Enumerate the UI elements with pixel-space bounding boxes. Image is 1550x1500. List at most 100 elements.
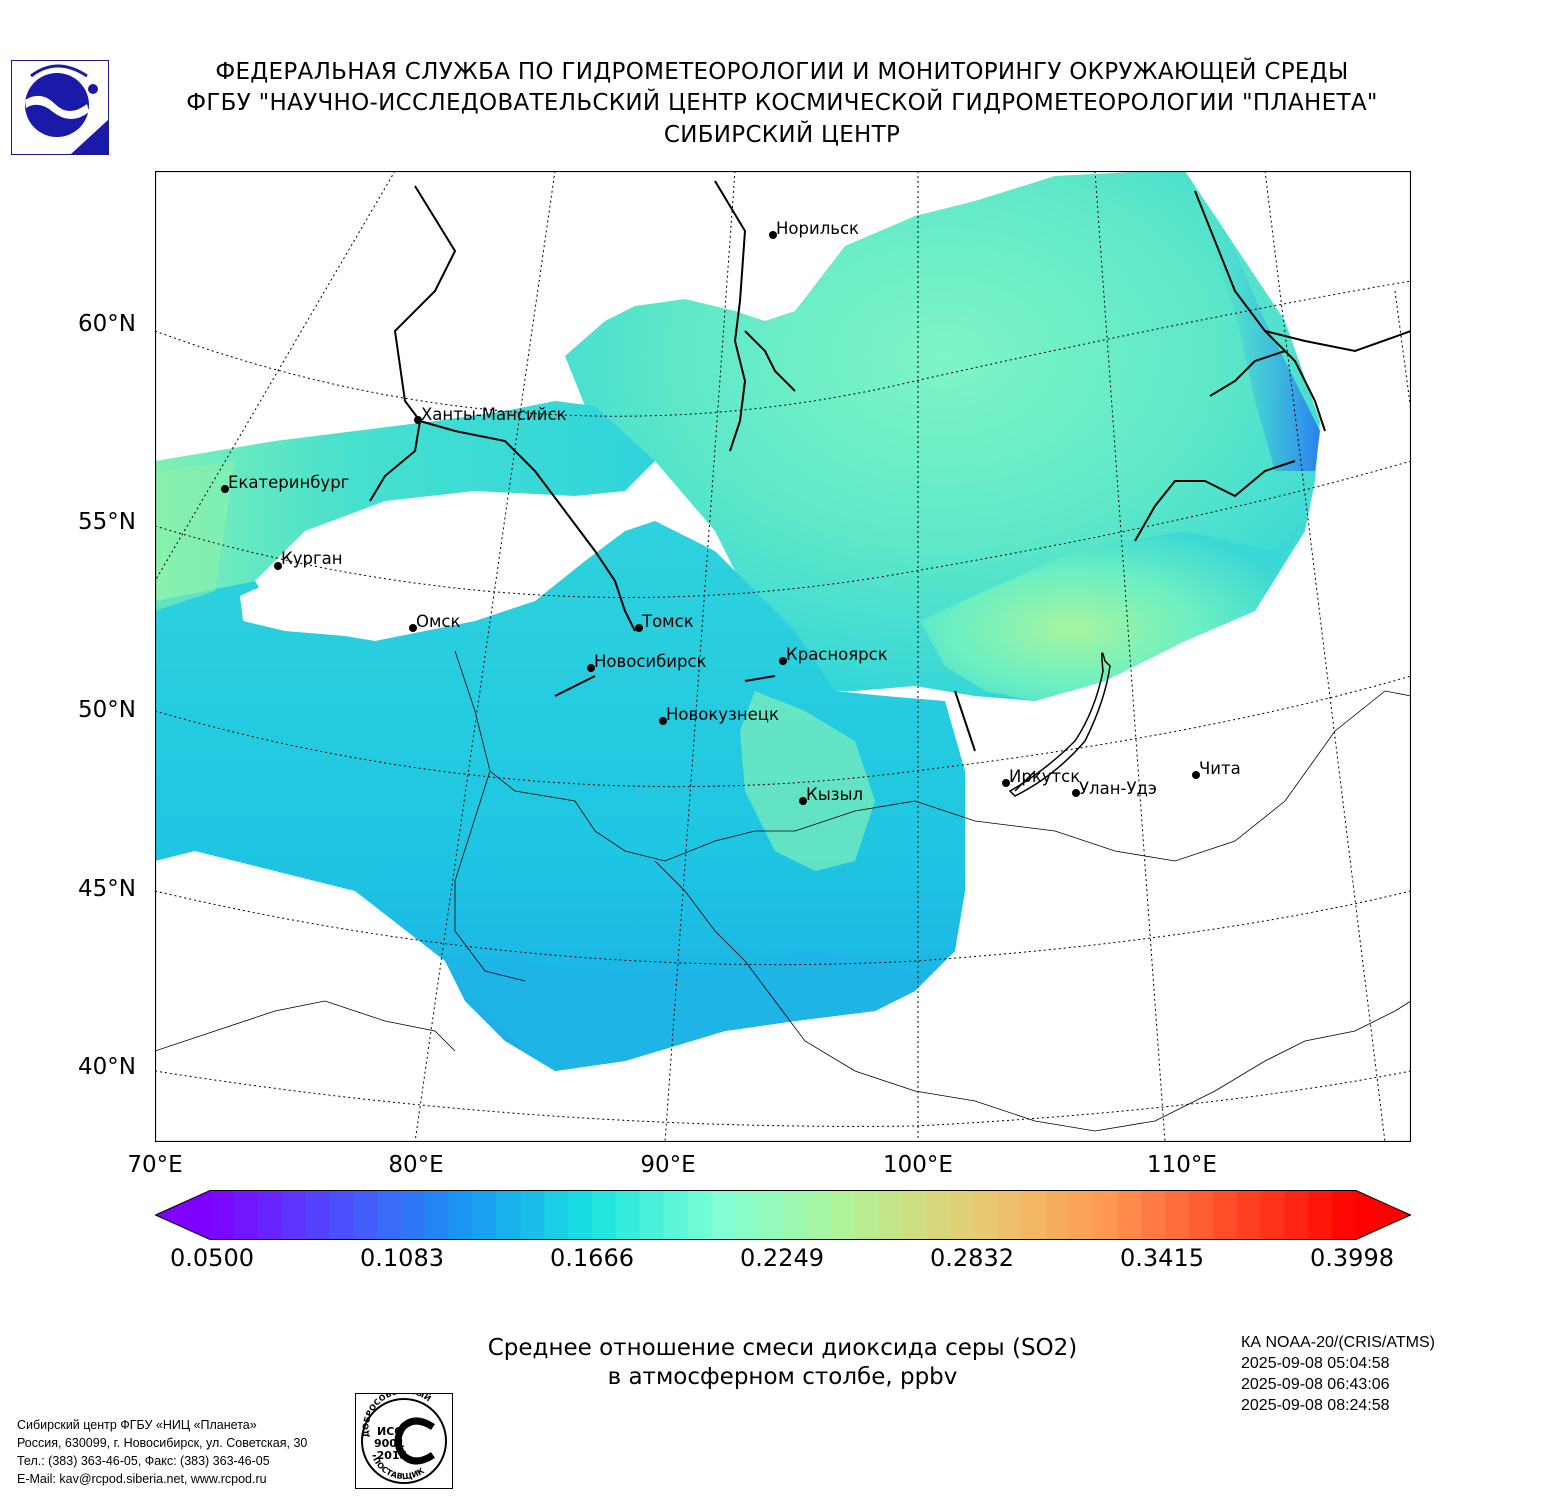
colorbar-tick-2: 0.1666: [550, 1244, 634, 1272]
colorbar-cell: [759, 1190, 784, 1240]
map-frame: [154, 170, 1412, 1143]
colorbar-cell: [544, 1190, 569, 1240]
colorbar-cell: [1069, 1190, 1094, 1240]
city-krasnoyarsk: Красноярск: [779, 645, 888, 665]
colorbar-cell: [1045, 1190, 1071, 1240]
colorbar-cell: [1188, 1190, 1214, 1240]
lon-label-110: 110°E: [1147, 1152, 1217, 1178]
city-chita: Чита: [1192, 759, 1241, 779]
colorbar-cell: [1332, 1190, 1357, 1240]
caption-line2: в атмосферном столбе, ppbv: [607, 1364, 958, 1390]
colorbar-cell: [329, 1190, 354, 1240]
satellite-time-1: 2025-09-08 05:04:58: [1241, 1355, 1390, 1372]
colorbar-cell: [902, 1190, 927, 1240]
colorbar-cell: [520, 1190, 545, 1240]
colorbar-tick-5: 0.3415: [1120, 1244, 1204, 1272]
lat-label-40: 40°N: [78, 1054, 136, 1080]
map-canvas: Норильск Ханты-Мансийск Екатеринбург Кур…: [154, 170, 1412, 1143]
colorbar-cell: [974, 1190, 999, 1240]
colorbar-cell: [401, 1190, 426, 1240]
lat-label-55: 55°N: [78, 509, 136, 535]
colorbar-cell: [1236, 1190, 1262, 1240]
colorbar-cell: [735, 1190, 760, 1240]
colorbar-cell: [257, 1190, 283, 1240]
colorbar-tick-6: 0.3998: [1310, 1244, 1394, 1272]
colorbar-cell: [1260, 1190, 1285, 1240]
colorbar-cell: [878, 1190, 903, 1240]
colorbar-cell: [233, 1190, 259, 1240]
rivers: [369, 180, 1412, 752]
colorbar-tick-0: 0.0500: [170, 1244, 254, 1272]
colorbar-cell: [615, 1190, 641, 1240]
colorbar: [154, 1190, 1412, 1240]
svg-text:9001: 9001: [374, 1437, 405, 1450]
colorbar-cell: [1284, 1190, 1309, 1240]
org-line-1: Сибирский центр ФГБУ «НИЦ «Планета»: [17, 1418, 257, 1432]
city-novokuznetsk: Новокузнецк: [659, 705, 779, 725]
colorbar-cell: [950, 1190, 975, 1240]
svg-text:Курган: Курган: [281, 549, 343, 568]
colorbar-cell: [377, 1190, 402, 1240]
colorbar-cell: [448, 1190, 474, 1240]
colorbar-cell: [687, 1190, 712, 1240]
so2-data-field: [155, 171, 1320, 1071]
svg-text:Ханты-Мансийск: Ханты-Мансийск: [421, 405, 567, 424]
city-norilsk: Норильск: [769, 219, 859, 239]
svg-text:Иркутск: Иркутск: [1009, 767, 1080, 786]
colorbar-cell: [1021, 1190, 1047, 1240]
colorbar-cell: [639, 1190, 665, 1240]
svg-text:Норильск: Норильск: [776, 219, 859, 238]
city-tomsk: Томск: [635, 612, 694, 632]
svg-text:Новосибирск: Новосибирск: [594, 652, 707, 671]
colorbar-cell: [1093, 1190, 1118, 1240]
lon-label-100: 100°E: [883, 1152, 953, 1178]
colorbar-cell: [1212, 1190, 1238, 1240]
colorbar-cell: [305, 1190, 330, 1240]
city-omsk: Омск: [409, 612, 461, 632]
org-line-4: E-Mail: kav@rcpod.siberia.net, www.rcpod…: [17, 1472, 267, 1486]
caption-line1: Среднее отношение смеси диоксида серы (S…: [487, 1335, 1078, 1361]
city-irkutsk: Иркутск: [1002, 767, 1080, 787]
lon-label-90: 90°E: [640, 1152, 696, 1178]
city-kyzyl: Кызыл: [799, 785, 863, 805]
borders: [154, 650, 1412, 1132]
header-title-line3: СИБИРСКИЙ ЦЕНТР: [663, 122, 901, 148]
map-panel: Норильск Ханты-Мансийск Екатеринбург Кур…: [154, 170, 1412, 1143]
lon-label-70: 70°E: [127, 1152, 183, 1178]
colorbar-cell: [353, 1190, 378, 1240]
colorbar-cell: [1141, 1190, 1166, 1240]
city-khanty-mansiysk: Ханты-Мансийск: [414, 405, 567, 424]
colorbar-cell: [830, 1190, 856, 1240]
colorbar-cell: [472, 1190, 498, 1240]
colorbar-cell: [783, 1190, 808, 1240]
svg-text:Омск: Омск: [416, 612, 461, 631]
colorbar-tick-4: 0.2832: [930, 1244, 1014, 1272]
colorbar-cells: [155, 1190, 1411, 1240]
satellite-time-3: 2025-09-08 08:24:58: [1241, 1397, 1390, 1414]
colorbar-cell: [281, 1190, 307, 1240]
colorbar-outline: [154, 1190, 1412, 1240]
planeta-logo: [11, 60, 109, 155]
city-yekaterinburg: Екатеринбург: [221, 473, 349, 493]
colorbar-cell: [663, 1190, 689, 1240]
svg-text:Улан-Удэ: Улан-Удэ: [1079, 779, 1157, 798]
svg-text:Томск: Томск: [641, 612, 694, 631]
lat-label-50: 50°N: [78, 697, 136, 723]
colorbar-cell: [1308, 1190, 1333, 1240]
colorbar-cell: [210, 1190, 235, 1240]
city-novosibirsk: Новосибирск: [587, 652, 707, 672]
colorbar-extend-min: [155, 1190, 210, 1240]
colorbar-cell: [592, 1190, 617, 1240]
org-line-2: Россия, 630099, г. Новосибирск, ул. Сове…: [17, 1436, 308, 1450]
colorbar-cell: [926, 1190, 951, 1240]
lake-baikal: [1008, 652, 1111, 797]
iso-9001-stamp: ДОБРОСОВЕСТНЫЙ ПОСТАВЩИК ИСО 9001 -2015: [355, 1386, 453, 1489]
lat-label-45: 45°N: [78, 876, 136, 902]
lon-label-80: 80°E: [388, 1152, 444, 1178]
colorbar-cell: [711, 1190, 736, 1240]
svg-text:Красноярск: Красноярск: [786, 645, 888, 664]
svg-text:ИСО: ИСО: [377, 1425, 404, 1438]
colorbar-cell: [1165, 1190, 1190, 1240]
city-markers: Норильск Ханты-Мансийск Екатеринбург Кур…: [221, 219, 1241, 805]
header-title-line2: ФГБУ "НАУЧНО-ИССЛЕДОВАТЕЛЬСКИЙ ЦЕНТР КОС…: [186, 90, 1378, 116]
